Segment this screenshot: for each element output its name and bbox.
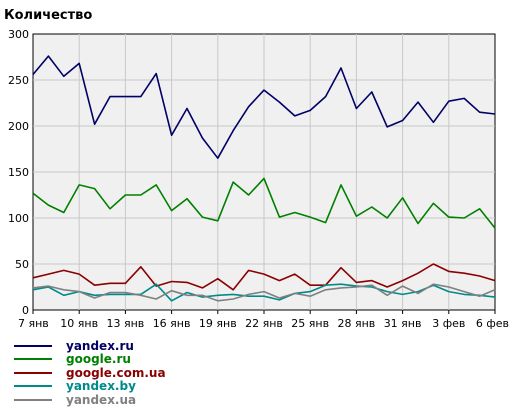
- x-tick-label: 7 янв: [18, 317, 49, 330]
- y-tick-label: 250: [8, 74, 29, 87]
- x-tick-label: 10 янв: [60, 317, 98, 330]
- x-tick-label: 19 янв: [199, 317, 237, 330]
- x-tick-label: 28 янв: [338, 317, 376, 330]
- legend-swatch: [14, 398, 52, 401]
- legend-swatch: [14, 371, 52, 374]
- legend-label: google.ru: [66, 352, 131, 367]
- legend-item: google.ru: [14, 352, 166, 367]
- legend-item: google.com.ua: [14, 366, 166, 380]
- series-line-yandex-ru: [32, 55, 496, 159]
- legend-swatch: [14, 358, 52, 361]
- series-line-yandex-by: [32, 283, 496, 302]
- legend-item: yandex.ua: [14, 393, 166, 407]
- series-line-yandex-ua: [32, 283, 496, 302]
- legend-label: yandex.by: [66, 379, 136, 394]
- y-tick-label: 100: [8, 212, 29, 225]
- x-tick-label: 25 янв: [291, 317, 329, 330]
- legend-swatch: [14, 344, 52, 347]
- x-tick-label: 3 фев: [432, 317, 465, 330]
- x-axis: 7 янв 10 янв 13 янв 16 янв 19 янв 22 янв 25 ян…: [18, 310, 509, 330]
- legend-item: yandex.by: [14, 379, 166, 394]
- x-tick-label: 6 фев: [476, 317, 509, 330]
- legend-item: yandex.ru: [14, 339, 166, 353]
- legend-label: yandex.ru: [66, 338, 134, 353]
- y-tick-label: 50: [15, 258, 29, 271]
- x-tick-label: 31 янв: [384, 317, 422, 330]
- x-tick-label: 22 янв: [245, 317, 283, 330]
- y-tick-label: 300: [8, 28, 29, 41]
- legend-label: google.com.ua: [66, 365, 166, 380]
- legend-label: yandex.ua: [66, 392, 137, 407]
- series-line-google-ru: [32, 177, 496, 229]
- legend: yandex.ru google.ru google.com.ua yandex.by…: [14, 339, 166, 407]
- x-tick-label: 16 янв: [153, 317, 191, 330]
- chart-title: Количество: [4, 8, 92, 23]
- x-tick-label: 13 янв: [107, 317, 145, 330]
- y-tick-label: 150: [8, 166, 29, 179]
- legend-swatch: [14, 385, 52, 388]
- y-axis: 0 50 100 150 200 250 300: [8, 28, 29, 317]
- y-tick-label: 0: [22, 304, 29, 317]
- grid-lines: [33, 34, 495, 310]
- series-line-google-com-ua: [32, 263, 496, 291]
- series-lines: [32, 55, 496, 302]
- y-tick-label: 200: [8, 120, 29, 133]
